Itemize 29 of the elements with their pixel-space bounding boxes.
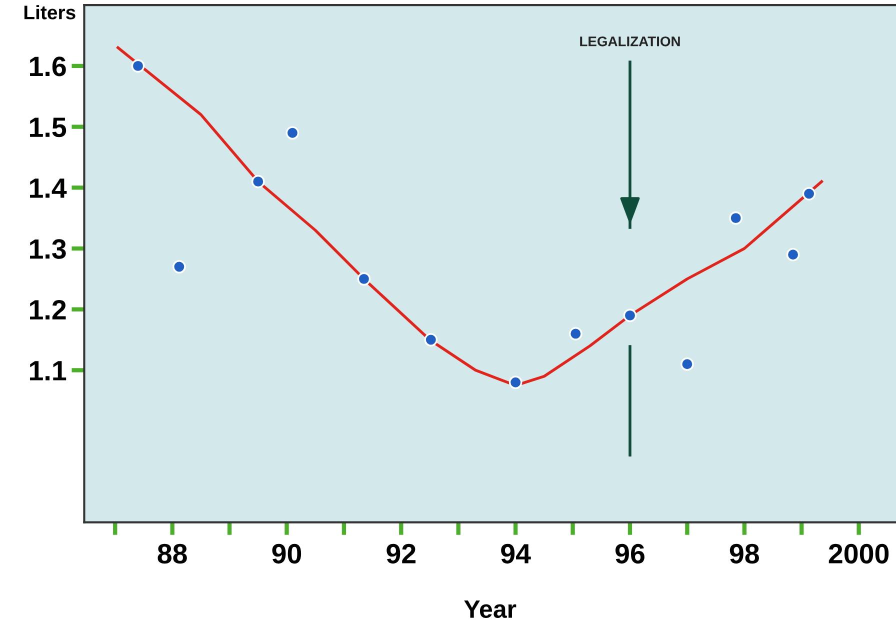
point (172, 260, 186, 274)
y-tick-label: 1.4 (30, 178, 67, 198)
point (623, 308, 637, 322)
y-tick-label: 1.1 (30, 361, 66, 380)
point (802, 187, 816, 200)
x-tick-label: 2000 (828, 544, 889, 564)
point (568, 327, 582, 340)
x-tick-label: 94 (501, 544, 531, 564)
x-tick-label: 96 (616, 544, 644, 564)
x-axis-title: Year (464, 600, 516, 618)
point (131, 59, 145, 73)
point (680, 357, 694, 371)
y-tick-label: 1.2 (30, 300, 66, 320)
x-tick-label: 88 (158, 544, 187, 564)
y-tick-label: 1.6 (30, 56, 66, 76)
x-tick-label: 92 (386, 544, 416, 564)
point (251, 174, 265, 188)
point (286, 126, 300, 140)
point (508, 376, 522, 390)
y-axis-title: Liters (24, 5, 76, 20)
point (424, 333, 438, 346)
point (357, 272, 371, 286)
x-tick-label: 90 (272, 544, 302, 564)
ref-line-label: LEGALIZATION (580, 36, 680, 46)
y-tick-label: 1.3 (30, 239, 66, 259)
x-tick-label: 98 (730, 544, 759, 564)
y-tick-label: 1.5 (30, 118, 66, 138)
point (729, 211, 742, 225)
point (786, 248, 800, 262)
